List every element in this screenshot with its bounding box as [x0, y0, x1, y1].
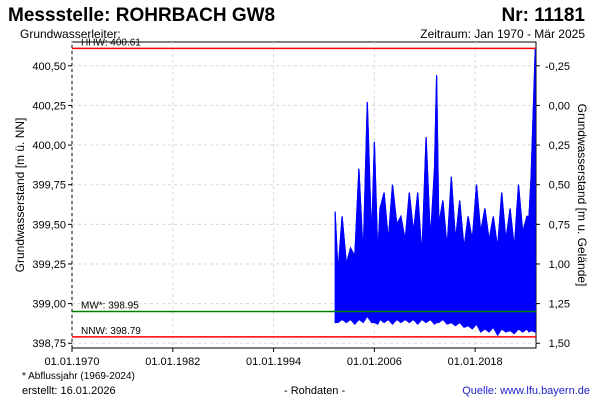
y2-tick-label: 0,00: [549, 100, 570, 112]
water-level-maxima: [334, 48, 536, 272]
y-axis-title: Grundwasserstand [m ü. NN]: [13, 118, 27, 273]
y-tick-label: 399,75: [32, 180, 66, 192]
y2-axis-title: Grundwasserstand [m u. Gelände]: [575, 104, 589, 287]
y2-tick-label: 0,75: [549, 219, 570, 231]
x-tick-label: 01.01.2018: [448, 356, 503, 368]
y-tick-label: 400,00: [32, 140, 66, 152]
y-tick-label: 400,50: [32, 61, 66, 73]
reference-line-label: HHW: 400.61: [81, 37, 141, 48]
y-tick-label: 400,25: [32, 100, 66, 112]
y-tick-label: 399,50: [32, 219, 66, 231]
footnote: * Abflussjahr (1969-2024): [22, 371, 135, 382]
source-link[interactable]: Quelle: www.lfu.bayern.de: [462, 385, 590, 397]
station-number: Nr: 11181: [501, 5, 585, 26]
y-tick-label: 399,00: [32, 299, 66, 311]
created-date: erstellt: 16.01.2026: [22, 385, 116, 397]
y2-tick-label: -0,25: [545, 61, 570, 73]
x-tick-label: 01.01.1982: [145, 356, 200, 368]
x-tick-label: 01.01.1970: [44, 356, 99, 368]
x-tick-label: 01.01.2006: [347, 356, 402, 368]
y-tick-label: 399,25: [32, 259, 66, 271]
y2-tick-label: 1,50: [549, 338, 570, 350]
period-label: Zeitraum: Jan 1970 - Mär 2025: [420, 27, 585, 41]
y2-tick-label: 1,25: [549, 299, 570, 311]
reference-line-label: NNW: 398.79: [81, 326, 141, 337]
aquifer-label: Grundwasserleiter:: [20, 27, 121, 41]
reference-line-label: MW*: 398.95: [81, 301, 139, 312]
y2-tick-label: 0,25: [549, 140, 570, 152]
y-tick-label: 398,75: [32, 338, 66, 350]
rawdata-note: - Rohdaten -: [284, 385, 346, 397]
station-title: Messstelle: ROHRBACH GW8: [8, 5, 276, 26]
y2-tick-label: 1,00: [549, 259, 570, 271]
y2-tick-label: 0,50: [549, 180, 570, 192]
x-tick-label: 01.01.1994: [246, 356, 301, 368]
